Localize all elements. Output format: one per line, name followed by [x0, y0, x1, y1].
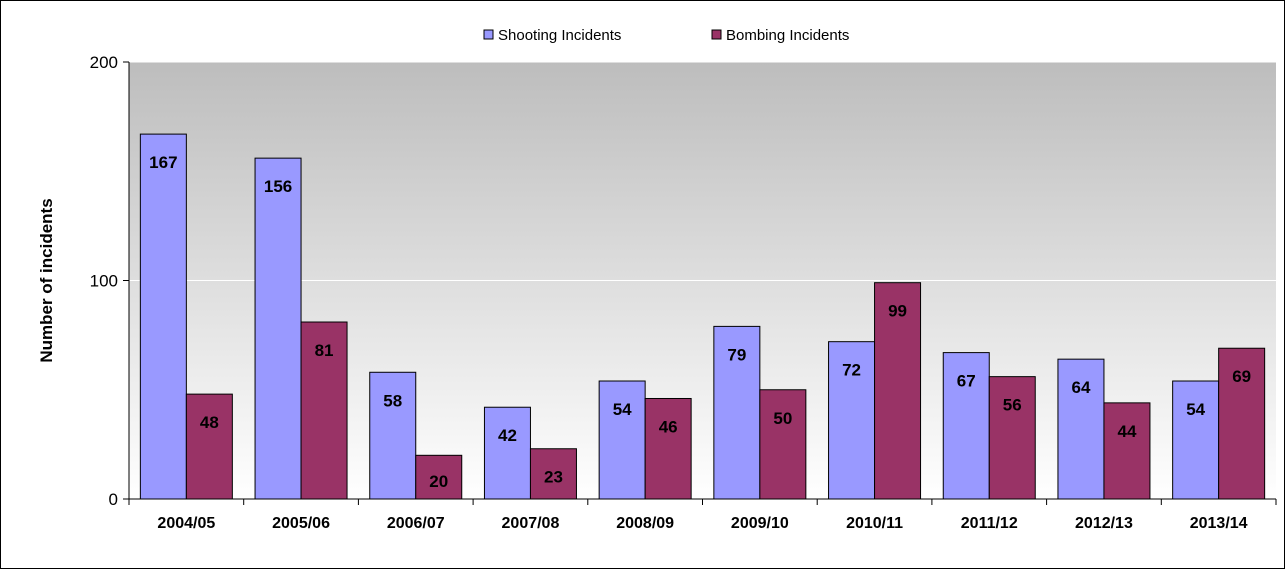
legend-swatch: [483, 29, 494, 40]
bar-shooting: [483, 406, 531, 500]
data-label: 23: [544, 468, 563, 487]
data-label: 69: [1232, 367, 1251, 386]
y-tick-labels: 0 100 200: [90, 53, 118, 509]
bar-shooting: [254, 157, 302, 500]
legend-label: Bombing Incidents: [726, 27, 849, 44]
bar-bombing: [988, 376, 1036, 500]
data-label: 58: [383, 391, 402, 410]
y-axis-label: Number of incidents: [37, 198, 56, 362]
data-label: 54: [1186, 400, 1205, 419]
bars: [139, 133, 1266, 500]
x-tick-label: 2004/05: [157, 515, 215, 532]
legend: Shooting Incidents Bombing Incidents: [483, 27, 849, 44]
bar-shooting: [942, 352, 990, 500]
data-label: 81: [315, 341, 334, 360]
data-label: 64: [1071, 378, 1090, 397]
bar-bombing: [300, 321, 348, 500]
bar-shooting: [1057, 358, 1105, 500]
bar-shooting: [139, 133, 187, 500]
data-label: 72: [842, 361, 861, 380]
data-label: 56: [1003, 396, 1022, 415]
x-tick-label: 2011/12: [961, 515, 1018, 532]
bar-bombing: [1218, 347, 1266, 500]
x-tick-label: 2013/14: [1190, 515, 1248, 532]
data-label: 42: [498, 426, 517, 445]
data-labels: 167 48 156 81 58 20 42 23 54 46 79 50 72 99 67 56 64 44 54…: [149, 153, 1251, 491]
y-tick-label: 100: [90, 272, 118, 291]
data-label: 99: [888, 302, 907, 321]
x-tick-label: 2005/06: [272, 515, 330, 532]
bar-bombing: [529, 448, 577, 500]
y-tick-label: 0: [109, 490, 118, 509]
x-tick-label: 2009/10: [731, 515, 789, 532]
data-label: 156: [264, 177, 292, 196]
bar-shooting: [598, 380, 646, 500]
x-tick-labels: 2004/05 2005/06 2006/07 2007/08 2008/09 2009/…: [157, 515, 1247, 532]
bar-shooting: [1172, 380, 1220, 500]
data-label: 54: [613, 400, 632, 419]
gridlines: [129, 61, 1276, 281]
x-tick-label: 2008/09: [616, 515, 674, 532]
data-label: 48: [200, 413, 219, 432]
y-tick-label: 200: [90, 53, 118, 72]
bar-bombing: [185, 393, 233, 500]
legend-swatch: [711, 29, 722, 40]
data-label: 46: [659, 417, 678, 436]
x-tick-label: 2012/13: [1075, 515, 1133, 532]
bar-bombing: [759, 389, 807, 500]
bar-bombing: [874, 282, 922, 500]
bar-bombing: [415, 454, 463, 500]
data-label: 67: [957, 372, 976, 391]
x-tick-label: 2010/11: [846, 515, 903, 532]
x-tick-label: 2006/07: [387, 515, 445, 532]
data-label: 50: [773, 409, 792, 428]
bar-bombing: [1103, 402, 1151, 500]
data-label: 44: [1117, 422, 1136, 441]
data-label: 20: [429, 472, 448, 491]
bar-bombing: [644, 397, 692, 500]
bar-shooting: [369, 371, 417, 500]
data-label: 79: [727, 345, 746, 364]
legend-label: Shooting Incidents: [498, 27, 621, 44]
data-label: 167: [149, 153, 177, 172]
x-tick-label: 2007/08: [502, 515, 560, 532]
axes: [123, 61, 1277, 505]
